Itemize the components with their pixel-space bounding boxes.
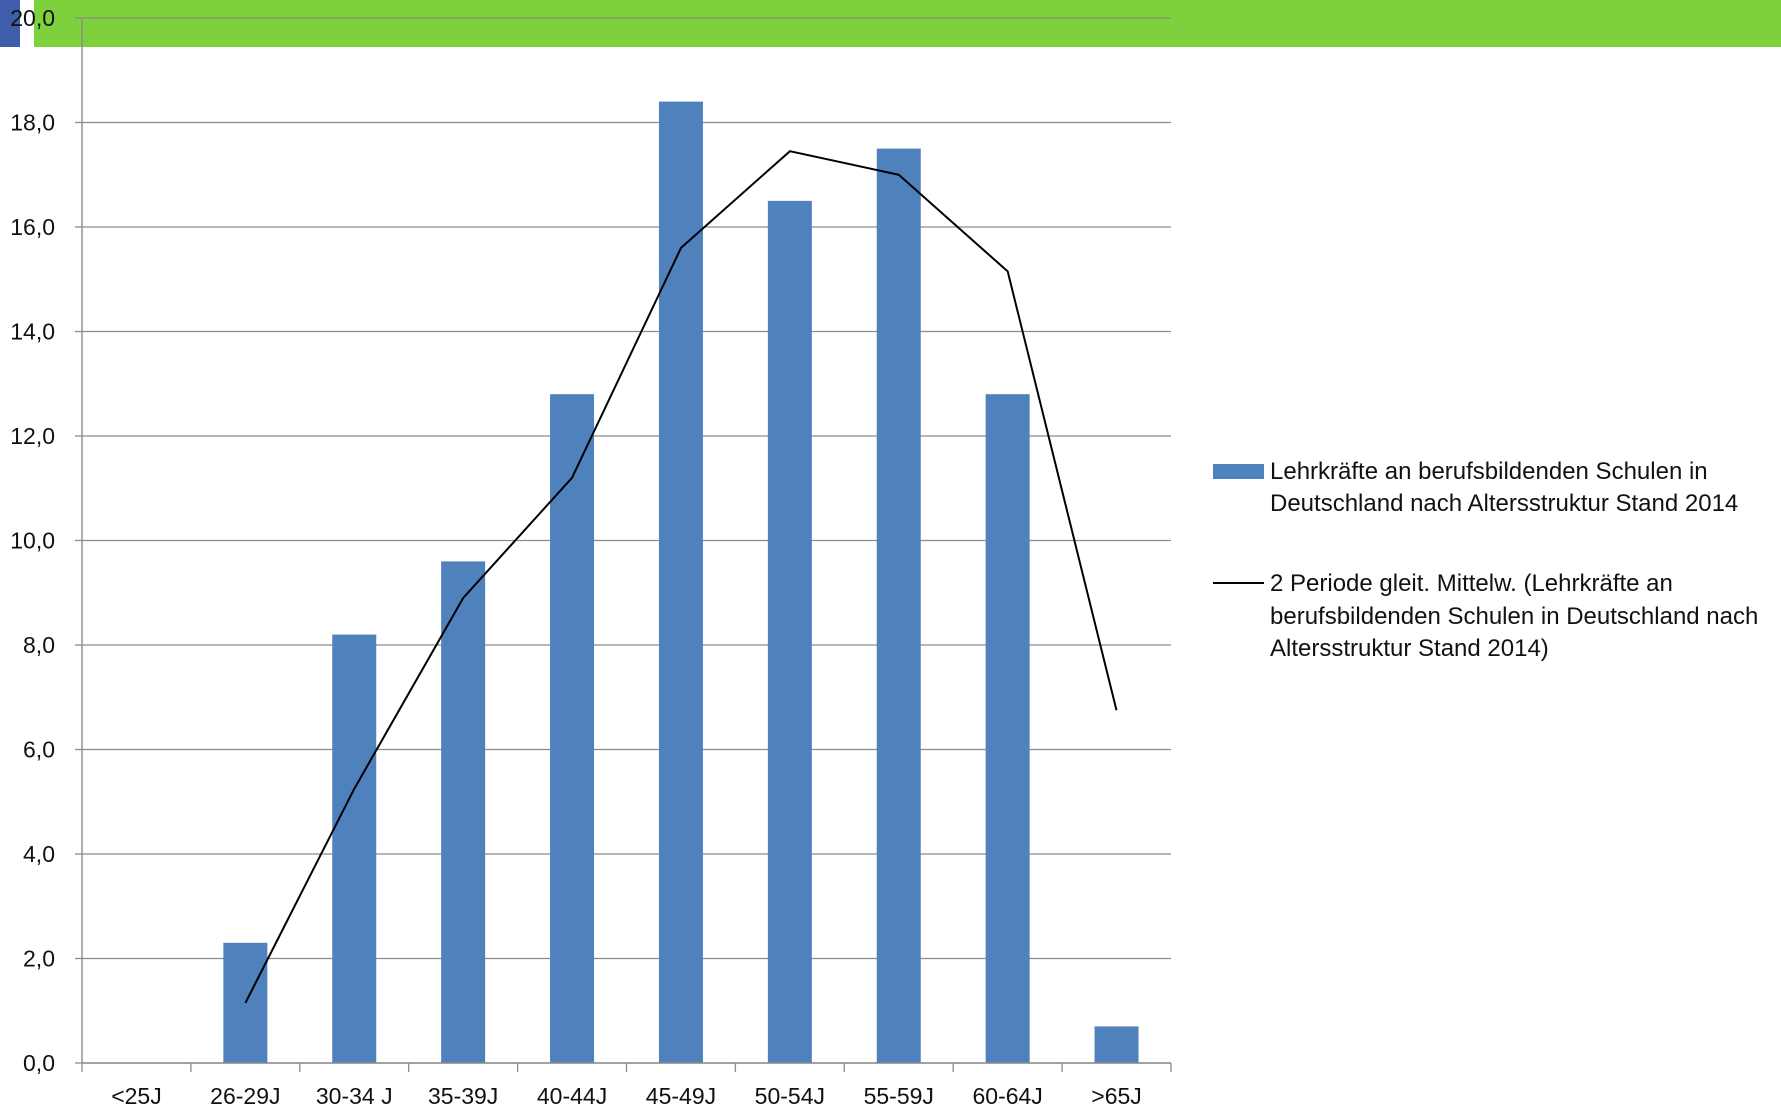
bar-8	[985, 394, 1030, 1063]
x-tick-label-8: 60-64J	[972, 1083, 1042, 1109]
x-tick-label-7: 55-59J	[864, 1083, 934, 1109]
bar-5	[658, 101, 703, 1064]
legend-bar-swatch	[1213, 464, 1264, 479]
bar-7	[876, 148, 921, 1063]
y-tick-label-4: 8,0	[23, 632, 55, 658]
x-tick-label-4: 40-44J	[537, 1083, 607, 1109]
top-accent-block	[0, 0, 20, 47]
tick-labels: 0,0 2,0 4,0 6,0 8,0 10,0 12,0 14,0 16,0 18,0 20,0 <…	[10, 5, 1142, 1109]
x-tick-label-5: 45-49J	[646, 1083, 716, 1109]
legend-bar-label-line-2: Deutschland nach Altersstruktur Stand 20…	[1270, 490, 1738, 517]
y-tick-label-9: 18,0	[10, 110, 55, 136]
y-tick-label-6: 12,0	[10, 423, 55, 449]
y-tick-label-3: 6,0	[23, 737, 55, 763]
y-tick-label-0: 0,0	[23, 1050, 55, 1076]
legend: Lehrkräfte an berufsbildenden Schulen in…	[1213, 458, 1758, 662]
moving-average-line	[244, 150, 1118, 1004]
bar-9	[1094, 1026, 1139, 1063]
bar-3	[441, 561, 486, 1063]
legend-line-label-line-3: Altersstruktur Stand 2014)	[1270, 635, 1549, 662]
top-green-band	[34, 0, 1781, 47]
y-tick-label-7: 14,0	[10, 319, 55, 345]
y-tick-label-2: 4,0	[23, 841, 55, 867]
y-tick-label-5: 10,0	[10, 528, 55, 554]
x-tick-label-3: 35-39J	[428, 1083, 498, 1109]
y-tick-label-1: 2,0	[23, 946, 55, 972]
y-tick-label-10: 20,0	[10, 5, 55, 31]
bar-4	[550, 394, 595, 1063]
bar-6	[767, 200, 812, 1063]
x-tick-label-0: <25J	[111, 1083, 162, 1109]
legend-bar-label-line-1: Lehrkräfte an berufsbildenden Schulen in	[1270, 458, 1708, 485]
legend-line-label-line-2: berufsbildenden Schulen in Deutschland n…	[1270, 603, 1758, 630]
bar-series	[223, 101, 1139, 1064]
x-tick-label-6: 50-54J	[755, 1083, 825, 1109]
legend-line-label-line-1: 2 Periode gleit. Mittelw. (Lehrkräfte an	[1270, 570, 1673, 597]
axes	[75, 17, 1172, 1072]
bar-2	[332, 634, 377, 1063]
x-tick-label-9: >65J	[1091, 1083, 1142, 1109]
x-tick-label-1: 26-29J	[210, 1083, 280, 1109]
bar-1	[223, 942, 268, 1063]
moving-average-line-series	[244, 150, 1118, 1004]
x-tick-label-2: 30-34 J	[316, 1083, 393, 1109]
y-tick-label-8: 16,0	[10, 214, 55, 240]
